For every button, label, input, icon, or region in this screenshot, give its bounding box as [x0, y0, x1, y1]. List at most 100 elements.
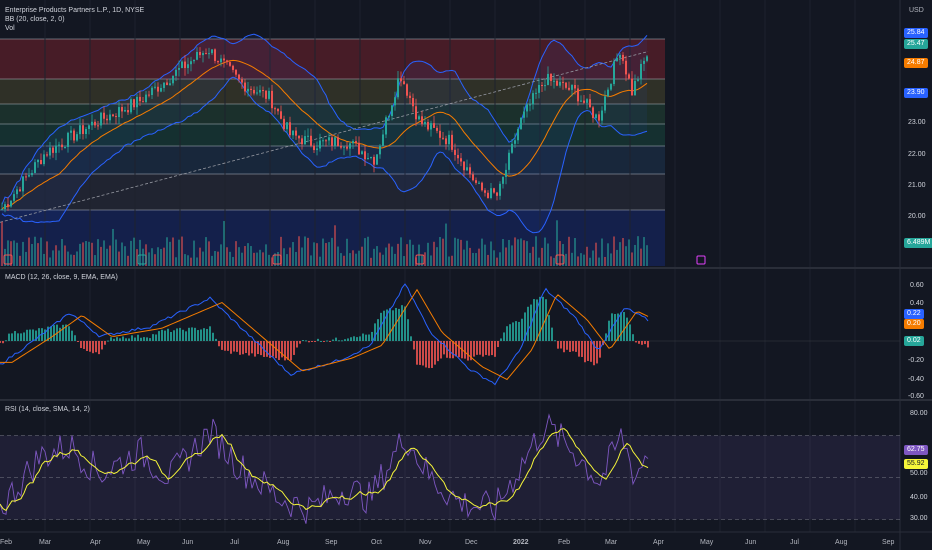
macd-histogram-bar	[275, 341, 277, 359]
volume-bar	[367, 236, 369, 266]
candle-body	[628, 74, 630, 79]
volume-bar	[538, 257, 540, 266]
fib-band	[0, 146, 665, 174]
macd-tick: -0.60	[908, 393, 924, 400]
price-tick: 23.00	[908, 119, 926, 126]
event-marker	[3, 254, 13, 265]
candle-body	[307, 135, 309, 137]
macd-histogram-bar	[350, 337, 352, 341]
volume-bar	[637, 236, 639, 266]
macd-histogram-bar	[0, 341, 1, 343]
volume-bar	[526, 241, 528, 266]
volume-bar	[598, 257, 600, 266]
volume-indicator-label[interactable]: Vol	[5, 25, 15, 32]
candle-body	[508, 152, 510, 170]
candle-body	[502, 176, 504, 184]
candle-body	[406, 84, 408, 96]
macd-histogram-bar	[248, 341, 250, 356]
volume-bar	[172, 237, 174, 266]
macd-histogram-bar	[23, 332, 25, 341]
candle-body	[622, 54, 624, 61]
volume-bar	[277, 252, 279, 266]
macd-histogram-bar	[416, 341, 418, 365]
volume-bar	[424, 252, 426, 266]
macd-histogram-bar	[545, 299, 547, 341]
candle-body	[361, 151, 363, 155]
volume-bar	[136, 249, 138, 266]
macd-histogram-bar	[443, 341, 445, 355]
volume-bar	[466, 240, 468, 266]
macd-histogram-bar	[83, 341, 85, 349]
volume-bar	[604, 256, 606, 266]
candle-body	[280, 111, 282, 119]
macd-histogram-bar	[623, 312, 625, 341]
volume-bar	[52, 250, 54, 266]
volume-bar	[289, 247, 291, 266]
candle-body	[457, 154, 459, 159]
candle-body	[343, 146, 345, 148]
candle-body	[577, 88, 579, 102]
candle-body	[538, 85, 540, 93]
macd-histogram-bar	[44, 329, 46, 341]
macd-histogram-bar	[341, 340, 343, 342]
volume-bar	[517, 239, 519, 266]
candle-body	[439, 130, 441, 138]
volume-bar	[4, 248, 6, 266]
price-tick: 22.00	[908, 151, 926, 158]
rsi-indicator-label[interactable]: RSI (14, close, SMA, 14, 2)	[5, 406, 90, 413]
candle-body	[574, 85, 576, 89]
event-marker	[272, 254, 282, 265]
macd-histogram-bar	[158, 331, 160, 341]
candle-body	[175, 69, 177, 76]
macd-histogram-bar	[593, 341, 595, 366]
macd-indicator-label[interactable]: MACD (12, 26, close, 9, EMA, EMA)	[5, 274, 118, 281]
bb-lower-line	[1, 76, 648, 234]
volume-bar	[139, 239, 141, 266]
macd-histogram-bar	[161, 329, 163, 341]
time-axis-label: Apr	[653, 539, 664, 546]
rsi-tick: 40.00	[910, 494, 928, 501]
candle-body	[40, 159, 42, 165]
candle-body	[211, 49, 213, 54]
macd-histogram-bar	[410, 336, 412, 341]
macd-histogram-bar	[236, 341, 238, 352]
volume-bar	[112, 228, 114, 266]
macd-histogram-bar	[38, 328, 40, 341]
macd-histogram-bar	[530, 304, 532, 341]
volume-bar	[88, 241, 90, 266]
volume-bar	[439, 237, 441, 266]
candle-body	[97, 125, 99, 127]
volume-bar	[304, 236, 306, 266]
event-marker	[415, 254, 425, 265]
macd-histogram-bar	[413, 341, 415, 350]
candle-body	[559, 81, 561, 86]
macd-histogram-bar	[428, 341, 430, 369]
candle-body	[403, 81, 405, 85]
macd-histogram-bar	[272, 341, 274, 357]
macd-histogram-bar	[626, 317, 628, 341]
macd-histogram-bar	[233, 341, 235, 352]
macd-histogram-bar	[266, 341, 268, 357]
candle-body	[496, 192, 498, 196]
volume-bar	[103, 240, 105, 266]
candle-body	[460, 158, 462, 162]
bb-indicator-label[interactable]: BB (20, close, 2, 0)	[5, 16, 65, 23]
macd-histogram-bar	[302, 339, 304, 341]
macd-histogram-bar	[152, 334, 154, 341]
macd-histogram-bar	[395, 307, 397, 341]
volume-bar	[493, 250, 495, 266]
volume-bar	[70, 254, 72, 266]
candle-body	[334, 137, 336, 146]
candle-body	[586, 99, 588, 103]
candle-body	[463, 161, 465, 171]
macd-histogram-bar	[2, 341, 4, 344]
candle-body	[511, 143, 513, 153]
candle-body	[424, 122, 426, 125]
rsi-tick: 80.00	[910, 410, 928, 417]
volume-bar	[193, 240, 195, 266]
macd-histogram-bar	[620, 312, 622, 341]
macd-histogram-bar	[278, 341, 280, 361]
macd-histogram-bar	[68, 326, 70, 341]
macd-histogram-bar	[323, 341, 325, 342]
